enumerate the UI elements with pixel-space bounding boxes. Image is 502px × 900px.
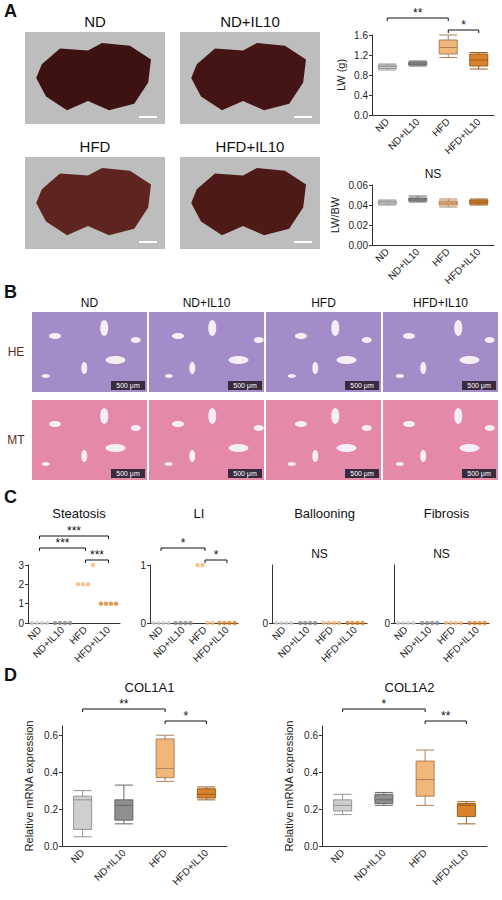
svg-text:2: 2 (18, 579, 24, 590)
svg-text:A: A (4, 1, 17, 21)
svg-text:ND: ND (373, 116, 391, 134)
svg-text:HFD: HFD (430, 246, 452, 268)
svg-text:ND: ND (329, 847, 347, 865)
svg-text:1.2: 1.2 (354, 50, 368, 61)
svg-text:Relative mRNA expression: Relative mRNA expression (23, 721, 35, 852)
svg-text:ND: ND (392, 624, 410, 642)
svg-text:0.2: 0.2 (44, 804, 58, 815)
svg-text:HFD+IL10: HFD+IL10 (413, 296, 468, 310)
svg-text:***: *** (55, 536, 69, 550)
svg-text:500 μm: 500 μm (233, 470, 257, 478)
svg-text:1.6: 1.6 (354, 30, 368, 41)
svg-text:500 μm: 500 μm (233, 382, 257, 390)
svg-text:LW (g): LW (g) (335, 59, 347, 91)
svg-text:0.06: 0.06 (349, 180, 369, 191)
svg-text:MT: MT (7, 433, 25, 447)
svg-text:C: C (4, 487, 17, 507)
svg-text:LW/BW: LW/BW (329, 196, 341, 233)
svg-text:*: * (382, 697, 387, 711)
svg-text:HFD: HFD (80, 138, 111, 155)
svg-text:ND+IL10: ND+IL10 (92, 847, 128, 883)
svg-text:500 μm: 500 μm (467, 382, 491, 390)
svg-text:Relative mRNA expression: Relative mRNA expression (283, 721, 295, 852)
svg-text:HFD: HFD (407, 847, 429, 869)
svg-text:ND+IL10: ND+IL10 (31, 624, 67, 660)
svg-text:0: 0 (18, 618, 24, 629)
svg-text:HFD+IL10: HFD+IL10 (430, 847, 470, 887)
svg-text:0.04: 0.04 (349, 200, 369, 211)
svg-text:NS: NS (433, 547, 450, 561)
svg-text:0.0: 0.0 (304, 841, 318, 852)
svg-text:ND+IL10: ND+IL10 (398, 624, 434, 660)
svg-text:500 μm: 500 μm (116, 470, 140, 478)
svg-text:COL1A2: COL1A2 (385, 680, 435, 695)
svg-text:Fibrosis: Fibrosis (424, 506, 470, 521)
svg-text:0.8: 0.8 (354, 70, 368, 81)
svg-text:ND: ND (69, 847, 87, 865)
svg-text:3: 3 (18, 560, 24, 571)
svg-text:HFD: HFD (430, 116, 452, 138)
svg-text:*: * (183, 709, 188, 723)
svg-text:Steatosis: Steatosis (52, 506, 106, 521)
svg-text:*: * (214, 548, 219, 562)
svg-text:NS: NS (425, 167, 442, 181)
svg-text:Ballooning: Ballooning (294, 506, 355, 521)
svg-text:ND: ND (25, 624, 43, 642)
svg-text:HFD+IL10: HFD+IL10 (191, 624, 231, 664)
svg-text:D: D (4, 665, 17, 685)
svg-text:**: ** (441, 709, 451, 723)
svg-text:COL1A1: COL1A1 (125, 680, 175, 695)
svg-text:***: *** (90, 548, 104, 562)
svg-text:500 μm: 500 μm (116, 382, 140, 390)
svg-text:0.2: 0.2 (304, 804, 318, 815)
svg-text:0.0: 0.0 (44, 841, 58, 852)
svg-text:HFD+IL10: HFD+IL10 (441, 624, 481, 664)
svg-text:HFD+IL10: HFD+IL10 (442, 246, 482, 286)
svg-text:0: 0 (262, 618, 268, 629)
svg-text:0.02: 0.02 (349, 220, 369, 231)
svg-text:ND+IL10: ND+IL10 (386, 116, 422, 152)
svg-text:ND: ND (84, 13, 106, 30)
svg-text:500 μm: 500 μm (467, 470, 491, 478)
svg-text:ND: ND (147, 624, 165, 642)
svg-text:HFD+IL10: HFD+IL10 (442, 116, 482, 156)
svg-text:ND+IL10: ND+IL10 (276, 624, 312, 660)
svg-text:NS: NS (311, 547, 328, 561)
svg-text:0.6: 0.6 (304, 730, 318, 741)
svg-text:0.4: 0.4 (354, 90, 368, 101)
svg-text:0.0: 0.0 (354, 110, 368, 121)
svg-text:HFD+IL10: HFD+IL10 (319, 624, 359, 664)
svg-text:ND: ND (81, 296, 99, 310)
svg-text:B: B (4, 282, 17, 302)
svg-text:0.00: 0.00 (349, 240, 369, 251)
svg-text:*: * (181, 536, 186, 550)
svg-text:0: 0 (384, 618, 390, 629)
svg-text:500 μm: 500 μm (350, 470, 374, 478)
svg-text:***: *** (67, 524, 81, 538)
svg-text:HFD+IL10: HFD+IL10 (72, 624, 112, 664)
svg-text:LI: LI (194, 506, 205, 521)
svg-text:0.4: 0.4 (44, 767, 58, 778)
svg-text:0.6: 0.6 (44, 730, 58, 741)
svg-text:HE: HE (8, 345, 25, 359)
svg-text:HFD+IL10: HFD+IL10 (170, 847, 210, 887)
svg-text:**: ** (119, 697, 129, 711)
svg-text:ND+IL10: ND+IL10 (352, 847, 388, 883)
svg-text:HFD+IL10: HFD+IL10 (216, 138, 285, 155)
svg-text:0.4: 0.4 (304, 767, 318, 778)
svg-text:1: 1 (18, 598, 24, 609)
svg-text:ND: ND (373, 246, 391, 264)
svg-text:ND: ND (270, 624, 288, 642)
svg-text:ND+IL10: ND+IL10 (183, 296, 231, 310)
svg-text:HFD: HFD (311, 296, 336, 310)
svg-text:ND+IL10: ND+IL10 (220, 13, 280, 30)
svg-text:**: ** (413, 6, 423, 20)
svg-text:0: 0 (140, 618, 146, 629)
svg-text:ND+IL10: ND+IL10 (151, 624, 187, 660)
svg-text:HFD: HFD (147, 847, 169, 869)
svg-text:500 μm: 500 μm (350, 382, 374, 390)
svg-text:ND+IL10: ND+IL10 (386, 246, 422, 282)
svg-text:1: 1 (140, 560, 146, 571)
svg-text:*: * (461, 18, 466, 32)
